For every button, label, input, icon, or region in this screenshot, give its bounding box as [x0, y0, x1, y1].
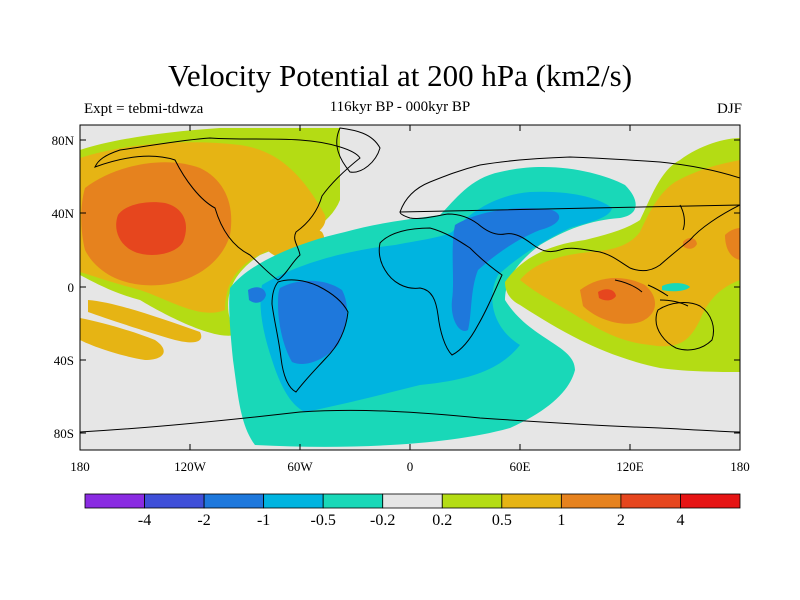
contour-pos-0.5-southpac-a [88, 300, 202, 343]
coastlines [80, 127, 740, 433]
lon-label-0: 0 [406, 459, 414, 474]
coast-africa [378, 227, 503, 356]
lon-label-120e: 120E [616, 459, 644, 474]
colorbar-label: 2 [616, 512, 625, 529]
colorbar-swatch [441, 493, 503, 509]
contour-neg-0.5 [260, 191, 612, 412]
experiment-label: Expt = tebmi-tdwza [84, 101, 204, 117]
lat-label-80n: 80N [51, 133, 74, 148]
colorbar-swatch [560, 493, 622, 509]
colorbar-swatch [203, 493, 265, 509]
coast-europe-asia [399, 156, 740, 272]
colorbar-swatch [620, 493, 681, 509]
season-label: DJF [716, 101, 742, 117]
coast-indonesia [614, 279, 689, 307]
lat-label-40n: 40N [51, 206, 74, 221]
axis-ticks [79, 125, 741, 450]
colorbar-swatch [322, 493, 384, 509]
lon-label-120w: 120W [174, 459, 206, 474]
colorbar-label: 0.2 [432, 512, 453, 529]
contour-neg-1-samerica-west [248, 287, 266, 303]
colorbar-label: -4 [137, 512, 152, 529]
colorbar-swatch [501, 493, 562, 509]
colorbar-label: 0.5 [491, 512, 512, 529]
coast-greenland [336, 127, 381, 173]
coast-north-america [94, 137, 361, 281]
contour-pos-1-npac-east [725, 228, 740, 260]
colorbar-swatch [144, 493, 205, 509]
contour-neg-1-americas [278, 280, 347, 365]
colorbar-swatch [263, 493, 324, 509]
lon-label-180e: 180 [730, 459, 750, 474]
colorbar-label: 4 [676, 512, 685, 529]
colorbar-label: 1 [557, 512, 566, 529]
colorbar-label: -2 [197, 512, 211, 529]
coast-australia [655, 302, 714, 351]
lat-label-40s: 40S [53, 353, 74, 368]
coast-antarctica [80, 409, 740, 433]
contour-neg-1-africa [451, 208, 560, 331]
plot-title: Velocity Potential at 200 hPa (km2/s) [167, 58, 633, 93]
contour-neg-0.2-timor [662, 283, 690, 292]
colorbar-swatch [84, 493, 145, 509]
contour-pos-2-maritime [598, 289, 616, 301]
colorbar [84, 493, 741, 509]
coast-japan [679, 204, 685, 231]
colorbar-swatch [680, 493, 741, 509]
contour-pos-2-pacific [116, 202, 186, 255]
period-label: 116kyr BP - 000kyr BP [329, 99, 471, 115]
map-field [80, 125, 740, 450]
colorbar-label: -0.5 [310, 512, 336, 529]
colorbar-label: -0.2 [370, 512, 396, 529]
contour-pos-0.5-southpac-b [80, 318, 164, 360]
contour-pos-1-maritime [580, 278, 656, 324]
lon-label-60w: 60W [287, 459, 313, 474]
coast-south-america [271, 279, 349, 393]
lon-label-60e: 60E [509, 459, 531, 474]
contour-pos-1-npac-west [683, 238, 697, 249]
lat-label-80s: 80S [53, 426, 74, 441]
lon-label-180w: 180 [70, 459, 90, 474]
colorbar-label: -1 [256, 512, 271, 529]
colorbar-swatch [382, 493, 443, 509]
lat-label-eq: 0 [67, 280, 75, 295]
